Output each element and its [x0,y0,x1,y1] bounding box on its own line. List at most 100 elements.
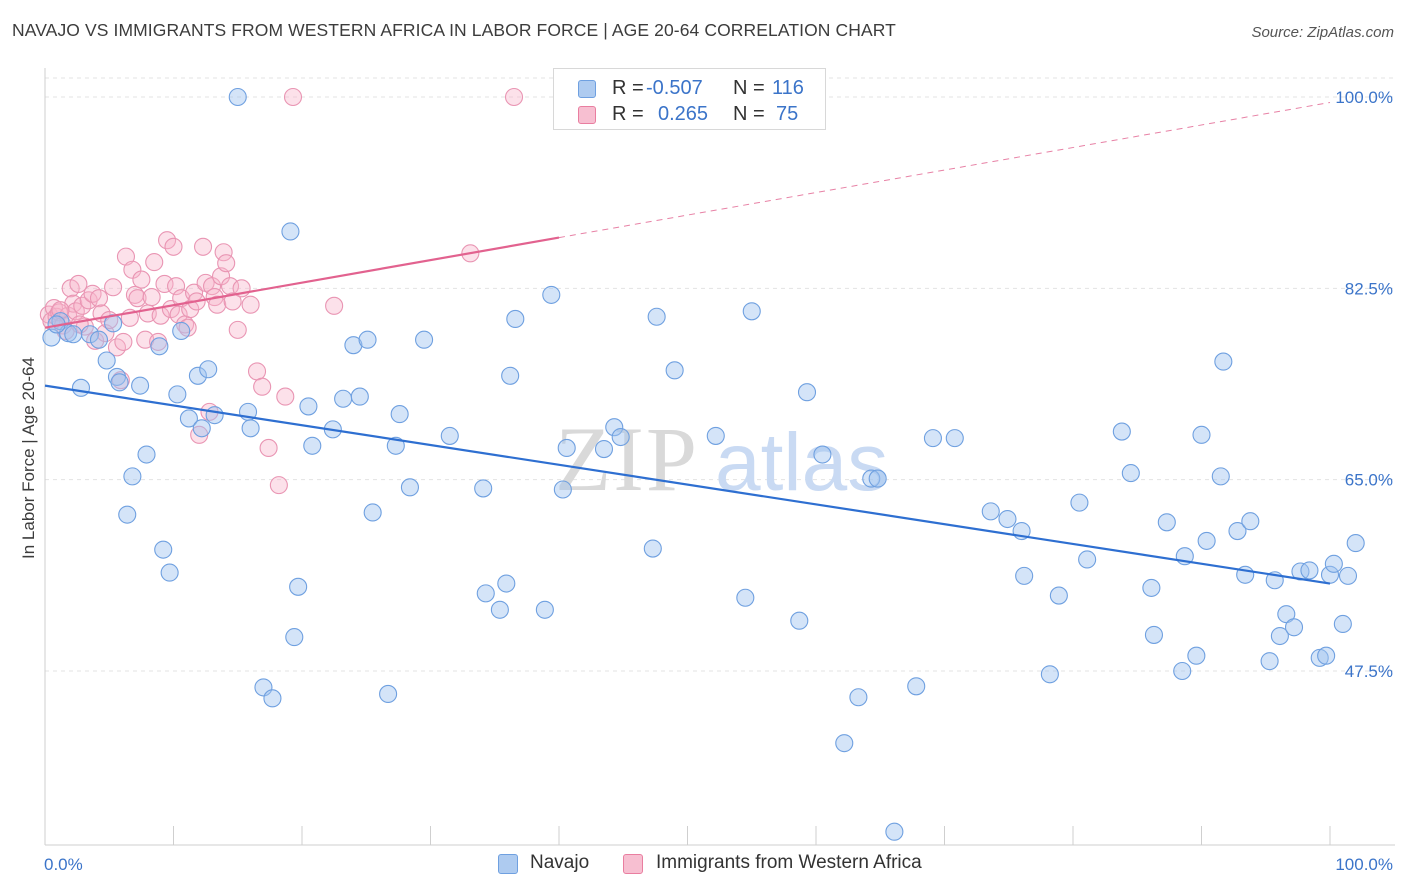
immigrants-point [214,243,233,262]
navajo-point [358,330,377,349]
immigrants-point [259,438,278,458]
navajo-point [172,321,191,341]
watermark-atlas: atlas [715,417,888,508]
bottom-legend-label-immigrants: Immigrants from Western Africa [656,852,922,873]
immigrants-point [51,301,70,320]
navajo-point [1192,425,1211,444]
navajo-point [228,87,247,107]
navajo-point [907,677,926,696]
navajo-point [1228,522,1247,541]
immigrants-point [69,274,88,294]
navajo-point [1333,614,1352,634]
navajo-point [160,563,179,582]
navajo-point [390,405,409,424]
navajo-point [1157,513,1176,532]
navajo-point [490,600,509,619]
navajo-point [542,285,561,304]
navajo-point [440,426,459,445]
navajo-point [188,366,207,385]
immigrants-point [142,288,161,307]
legend-r-label: R = [612,77,644,99]
navajo-point [474,479,493,498]
navajo-point [299,397,318,416]
navajo-point [1070,493,1089,512]
navajo-point [849,688,868,707]
navajo-point [557,438,576,458]
navajo-point [998,509,1017,529]
navajo-point [611,427,630,447]
navajo-point [535,600,554,619]
navajo-point [665,361,684,380]
navajo-point [400,478,419,497]
immigrants-point [104,278,123,297]
navajo-point [594,440,614,459]
navajo-point [154,540,173,559]
x-tick-label: 100.0% [1335,855,1393,874]
legend-r-value-navajo: -0.507 [646,77,703,99]
navajo-point [179,409,198,428]
navajo-point [123,467,142,486]
navajo-point [923,429,942,448]
immigrants-point [504,87,524,107]
navajo-point [981,502,1000,521]
navajo-point [205,406,224,425]
navajo-point [1121,464,1140,483]
y-axis-title: In Labor Force | Age 20-64 [19,357,38,559]
immigrants-point [116,247,136,266]
navajo-point [1317,646,1336,665]
navajo-point [64,325,83,344]
navajo-point [835,734,854,753]
navajo-point [647,307,666,326]
y-tick-labels: 47.5% 65.0% 82.5% 100.0% [1335,88,1393,681]
navajo-point [131,376,150,395]
immigrants-point [253,377,272,396]
x-tick-labels: 0.0% 100.0% [44,855,1393,874]
watermark-zip: ZIP [555,408,699,510]
navajo-point [1142,578,1161,597]
immigrants-point [247,362,267,381]
navajo-point [476,584,495,603]
navajo-point [1270,626,1289,646]
navajo-point [501,366,520,385]
trend-lines [44,101,1331,585]
navajo-point [89,330,109,349]
navajo-point [553,480,572,499]
navajo-point [285,628,304,647]
legend-n-label: N = [733,77,765,99]
navajo-point [862,469,881,488]
grid-lines [45,77,1395,672]
immigrants-trend-line [44,236,560,329]
legend-swatch-navajo [578,80,596,98]
navajo-point [241,419,260,438]
navajo-point [80,325,100,344]
immigrants-point [167,277,186,296]
navajo-point [192,419,211,438]
navajo-point [263,689,282,708]
navajo-point [1300,561,1319,580]
y-tick-label: 47.5% [1345,662,1393,681]
navajo-point [1078,550,1097,569]
correlation-legend: R = -0.507 N = 116 R = 0.265 N = 75 [553,68,826,130]
immigrants-trend-line-extension [558,101,1331,239]
navajo-point [386,436,405,455]
navajo-point [736,588,755,607]
navajo-point [742,302,761,321]
navajo-point [137,445,156,464]
navajo-point [706,426,725,445]
navajo-point [1324,554,1343,573]
navajo-point [1144,625,1164,644]
navajo-point [199,360,218,379]
navajo-point [643,539,662,558]
immigrants-point [158,231,177,250]
navajo-point [415,330,434,349]
immigrants-point [325,296,344,315]
navajo-point [868,469,887,488]
navajo-point [1284,618,1304,637]
navajo-point [71,378,91,397]
immigrants-point [223,292,242,311]
series-navajo-points [42,87,1365,841]
immigrants-point [155,274,174,294]
navajo-point [303,436,322,455]
immigrants-point [269,476,288,495]
